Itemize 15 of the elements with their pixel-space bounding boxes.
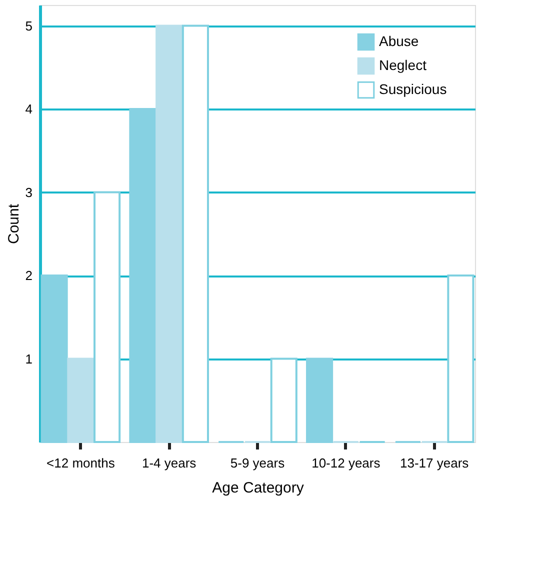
- x-tick-label: 1-4 years: [142, 456, 197, 470]
- x-tick-label: 10-12 years: [312, 456, 381, 470]
- y-tick-label: 3: [25, 184, 32, 200]
- legend-label: Suspicious: [379, 81, 447, 97]
- x-tick-label: 13-17 years: [400, 456, 470, 470]
- x-axis-title: Age Category: [212, 480, 304, 496]
- legend-label: Neglect: [379, 57, 427, 73]
- x-tick-label: 5-9 years: [230, 456, 286, 470]
- y-tick-label: 2: [25, 268, 32, 284]
- y-tick-label: 1: [25, 351, 32, 366]
- y-axis-title: Count: [5, 203, 22, 244]
- y-tick-label: 5: [25, 18, 32, 34]
- legend-label: Abuse: [379, 33, 419, 49]
- x-tick-label: <12 months: [46, 456, 116, 470]
- y-tick-label: 4: [25, 102, 32, 117]
